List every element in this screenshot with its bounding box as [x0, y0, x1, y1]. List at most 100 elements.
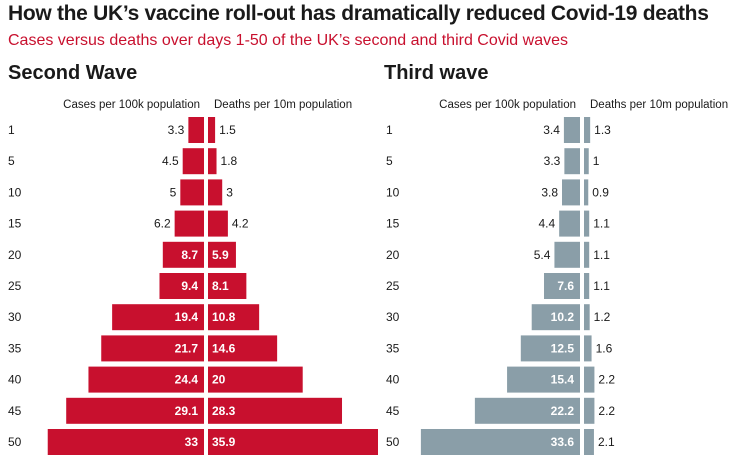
third-wave-cases-bar: [554, 241, 580, 268]
second-wave-cases-bar: [88, 366, 204, 393]
third-wave-cases-bar: [420, 429, 580, 455]
third-wave-cases-bar: [559, 210, 580, 237]
second-wave-cases-value: 5: [170, 185, 177, 199]
third-wave-deaths-bar: [584, 117, 591, 143]
second-wave-cases-value: 9.4: [181, 279, 198, 293]
second-wave-deaths-bar: [208, 179, 223, 206]
second-wave-title: Second Wave: [8, 62, 138, 84]
third-wave-header-deaths: Deaths per 10m population: [590, 99, 728, 111]
third-wave-cases-value: 3.3: [544, 154, 561, 168]
second-wave-cases-value: 21.7: [175, 341, 199, 355]
second-wave-cases-value: 3.3: [168, 123, 185, 137]
second-wave-day-label: 45: [8, 404, 22, 418]
third-wave-cases-value: 33.6: [551, 435, 575, 449]
third-wave-cases-value: 3.8: [541, 185, 558, 199]
second-wave-deaths-value: 4.2: [232, 217, 249, 231]
second-wave-cases-value: 29.1: [175, 404, 199, 418]
third-wave-cases-bar: [544, 273, 580, 299]
third-wave-cases-value: 4.4: [538, 217, 555, 231]
second-wave-cases-bar: [112, 304, 204, 331]
third-wave-deaths-value: 1.6: [596, 341, 613, 355]
third-wave-deaths-bar: [584, 241, 590, 268]
second-wave-deaths-value: 1.5: [219, 123, 236, 137]
third-wave-deaths-value: 2.1: [598, 435, 615, 449]
second-wave-deaths-value: 28.3: [212, 404, 236, 418]
third-wave-cases-value: 15.4: [551, 373, 575, 387]
second-wave-day-label: 50: [8, 435, 22, 449]
third-wave-deaths-value: 1.1: [593, 248, 610, 262]
second-wave-header-deaths: Deaths per 10m population: [214, 99, 352, 111]
chart-title: How the UK’s vaccine roll-out has dramat…: [8, 2, 709, 25]
second-wave-deaths-value: 8.1: [212, 279, 229, 293]
second-wave-cases-bar: [47, 429, 204, 455]
second-wave-day-label: 20: [8, 248, 22, 262]
second-wave-day-label: 5: [8, 154, 15, 168]
third-wave-day-label: 45: [386, 404, 400, 418]
third-wave-deaths-bar: [584, 148, 589, 175]
third-wave-deaths-bar: [584, 335, 592, 362]
second-wave-day-label: 40: [8, 373, 22, 387]
third-wave-cases-value: 3.4: [543, 123, 560, 137]
third-wave-day-label: 35: [386, 341, 400, 355]
second-wave-deaths-value: 35.9: [212, 435, 236, 449]
third-wave-cases-value: 12.5: [551, 341, 575, 355]
second-wave-cases-value: 33: [185, 435, 199, 449]
third-wave-cases-value: 5.4: [534, 248, 551, 262]
third-wave-deaths-value: 1.1: [593, 217, 610, 231]
third-wave-cases-bar: [474, 397, 580, 424]
second-wave-deaths-bar: [208, 429, 378, 455]
third-wave-cases-value: 10.2: [551, 310, 575, 324]
second-wave-deaths-bar: [208, 148, 217, 175]
second-wave-header-cases: Cases per 100k population: [63, 99, 200, 111]
second-wave-deaths-value: 20: [212, 373, 226, 387]
third-wave-deaths-value: 1.2: [594, 310, 611, 324]
second-wave-deaths-bar: [208, 210, 228, 237]
second-wave-deaths-value: 3: [226, 185, 233, 199]
second-wave-day-label: 10: [8, 185, 22, 199]
second-wave-cases-bar: [180, 179, 204, 206]
third-wave-deaths-value: 0.9: [592, 185, 609, 199]
second-wave-cases-bar: [66, 397, 204, 424]
third-wave-day-label: 25: [386, 279, 400, 293]
third-wave-deaths-value: 2.2: [598, 404, 615, 418]
chart-subtitle: Cases versus deaths over days 1-50 of th…: [8, 32, 568, 49]
second-wave-cases-value: 6.2: [154, 217, 171, 231]
third-wave-day-label: 40: [386, 373, 400, 387]
second-wave-deaths-bar: [208, 304, 260, 331]
second-wave-deaths-value: 14.6: [212, 341, 236, 355]
second-wave-day-label: 35: [8, 341, 22, 355]
second-wave-cases-value: 8.7: [181, 248, 198, 262]
second-wave-cases-value: 4.5: [162, 154, 179, 168]
third-wave-cases-value: 22.2: [551, 404, 575, 418]
third-wave-deaths-bar: [584, 397, 595, 424]
third-wave-deaths-bar: [584, 210, 590, 237]
second-wave-cases-bar: [162, 241, 204, 268]
second-wave-deaths-bar: [208, 241, 236, 268]
third-wave-day-label: 1: [386, 123, 393, 137]
third-wave-day-label: 20: [386, 248, 400, 262]
second-wave-deaths-bar: [208, 366, 303, 393]
third-wave-deaths-bar: [584, 304, 590, 331]
second-wave-cases-value: 19.4: [175, 310, 199, 324]
third-wave-cases-bar: [507, 366, 580, 393]
third-wave-cases-bar: [563, 117, 580, 143]
second-wave-cases-value: 24.4: [175, 373, 199, 387]
third-wave-day-label: 5: [386, 154, 393, 168]
second-wave-cases-bar: [159, 273, 204, 299]
third-wave-day-label: 15: [386, 217, 400, 231]
third-wave-cases-value: 7.6: [557, 279, 574, 293]
third-wave-deaths-value: 2.2: [598, 373, 615, 387]
third-wave-cases-bar: [564, 148, 580, 175]
third-wave-deaths-bar: [584, 179, 589, 206]
third-wave-deaths-value: 1: [593, 154, 600, 168]
third-wave-cases-bar: [531, 304, 580, 331]
second-wave-deaths-value: 1.8: [221, 154, 238, 168]
third-wave-title: Third wave: [384, 62, 489, 84]
third-wave-day-label: 50: [386, 435, 400, 449]
second-wave-deaths-value: 5.9: [212, 248, 229, 262]
second-wave-cases-bar: [101, 335, 204, 362]
third-wave-deaths-value: 1.1: [593, 279, 610, 293]
second-wave-day-label: 1: [8, 123, 15, 137]
third-wave-deaths-value: 1.3: [594, 123, 611, 137]
